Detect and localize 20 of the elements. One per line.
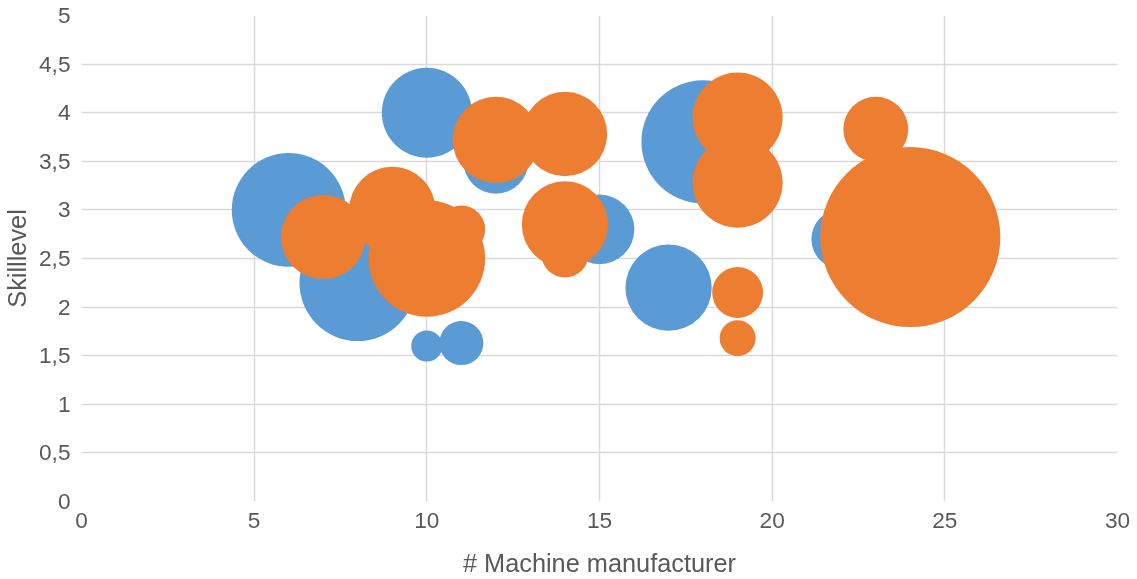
y-axis-title: Skilllevel — [3, 209, 31, 308]
y-tick-label: 2,5 — [39, 245, 71, 271]
y-tick-label: 4,5 — [39, 50, 71, 77]
x-tick-label: 20 — [759, 506, 785, 533]
y-tick-label: 4 — [57, 99, 71, 126]
y-tick-label: 3 — [57, 196, 71, 223]
x-tick-label: 10 — [414, 506, 440, 533]
x-axis-title: # Machine manufacturer — [462, 548, 737, 577]
y-tick-label: 1 — [57, 390, 71, 417]
y-tick-label: 0,5 — [39, 439, 71, 466]
y-tick-label: 2 — [57, 293, 71, 320]
x-tick-label: 0 — [75, 506, 88, 533]
y-tick-label: 3,5 — [39, 147, 71, 174]
y-tick-label: 0 — [57, 488, 71, 514]
x-tick-label: 25 — [932, 506, 958, 533]
y-tick-label: 1,5 — [39, 342, 71, 369]
x-tick-label: 5 — [247, 506, 261, 533]
x-tick-label: 15 — [586, 506, 613, 533]
y-tick-label: 5 — [57, 2, 71, 28]
x-tick-label: 30 — [1104, 506, 1131, 533]
